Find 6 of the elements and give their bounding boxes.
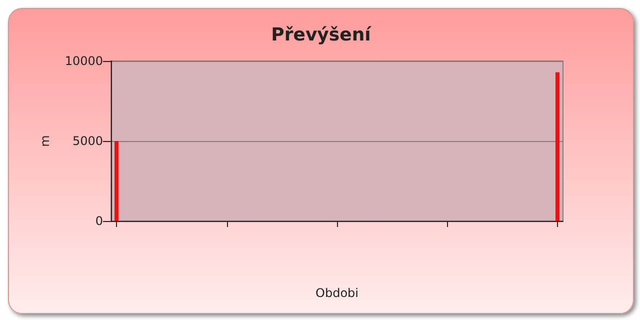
y-axis-title: m: [38, 135, 52, 147]
y-tick-label: 10000: [64, 54, 103, 68]
chart-title: Převýšení: [271, 24, 372, 46]
y-tick-label: 0: [95, 214, 103, 228]
x-axis-title: Obdobi: [316, 286, 358, 300]
y-tick-label: 5000: [72, 134, 103, 148]
